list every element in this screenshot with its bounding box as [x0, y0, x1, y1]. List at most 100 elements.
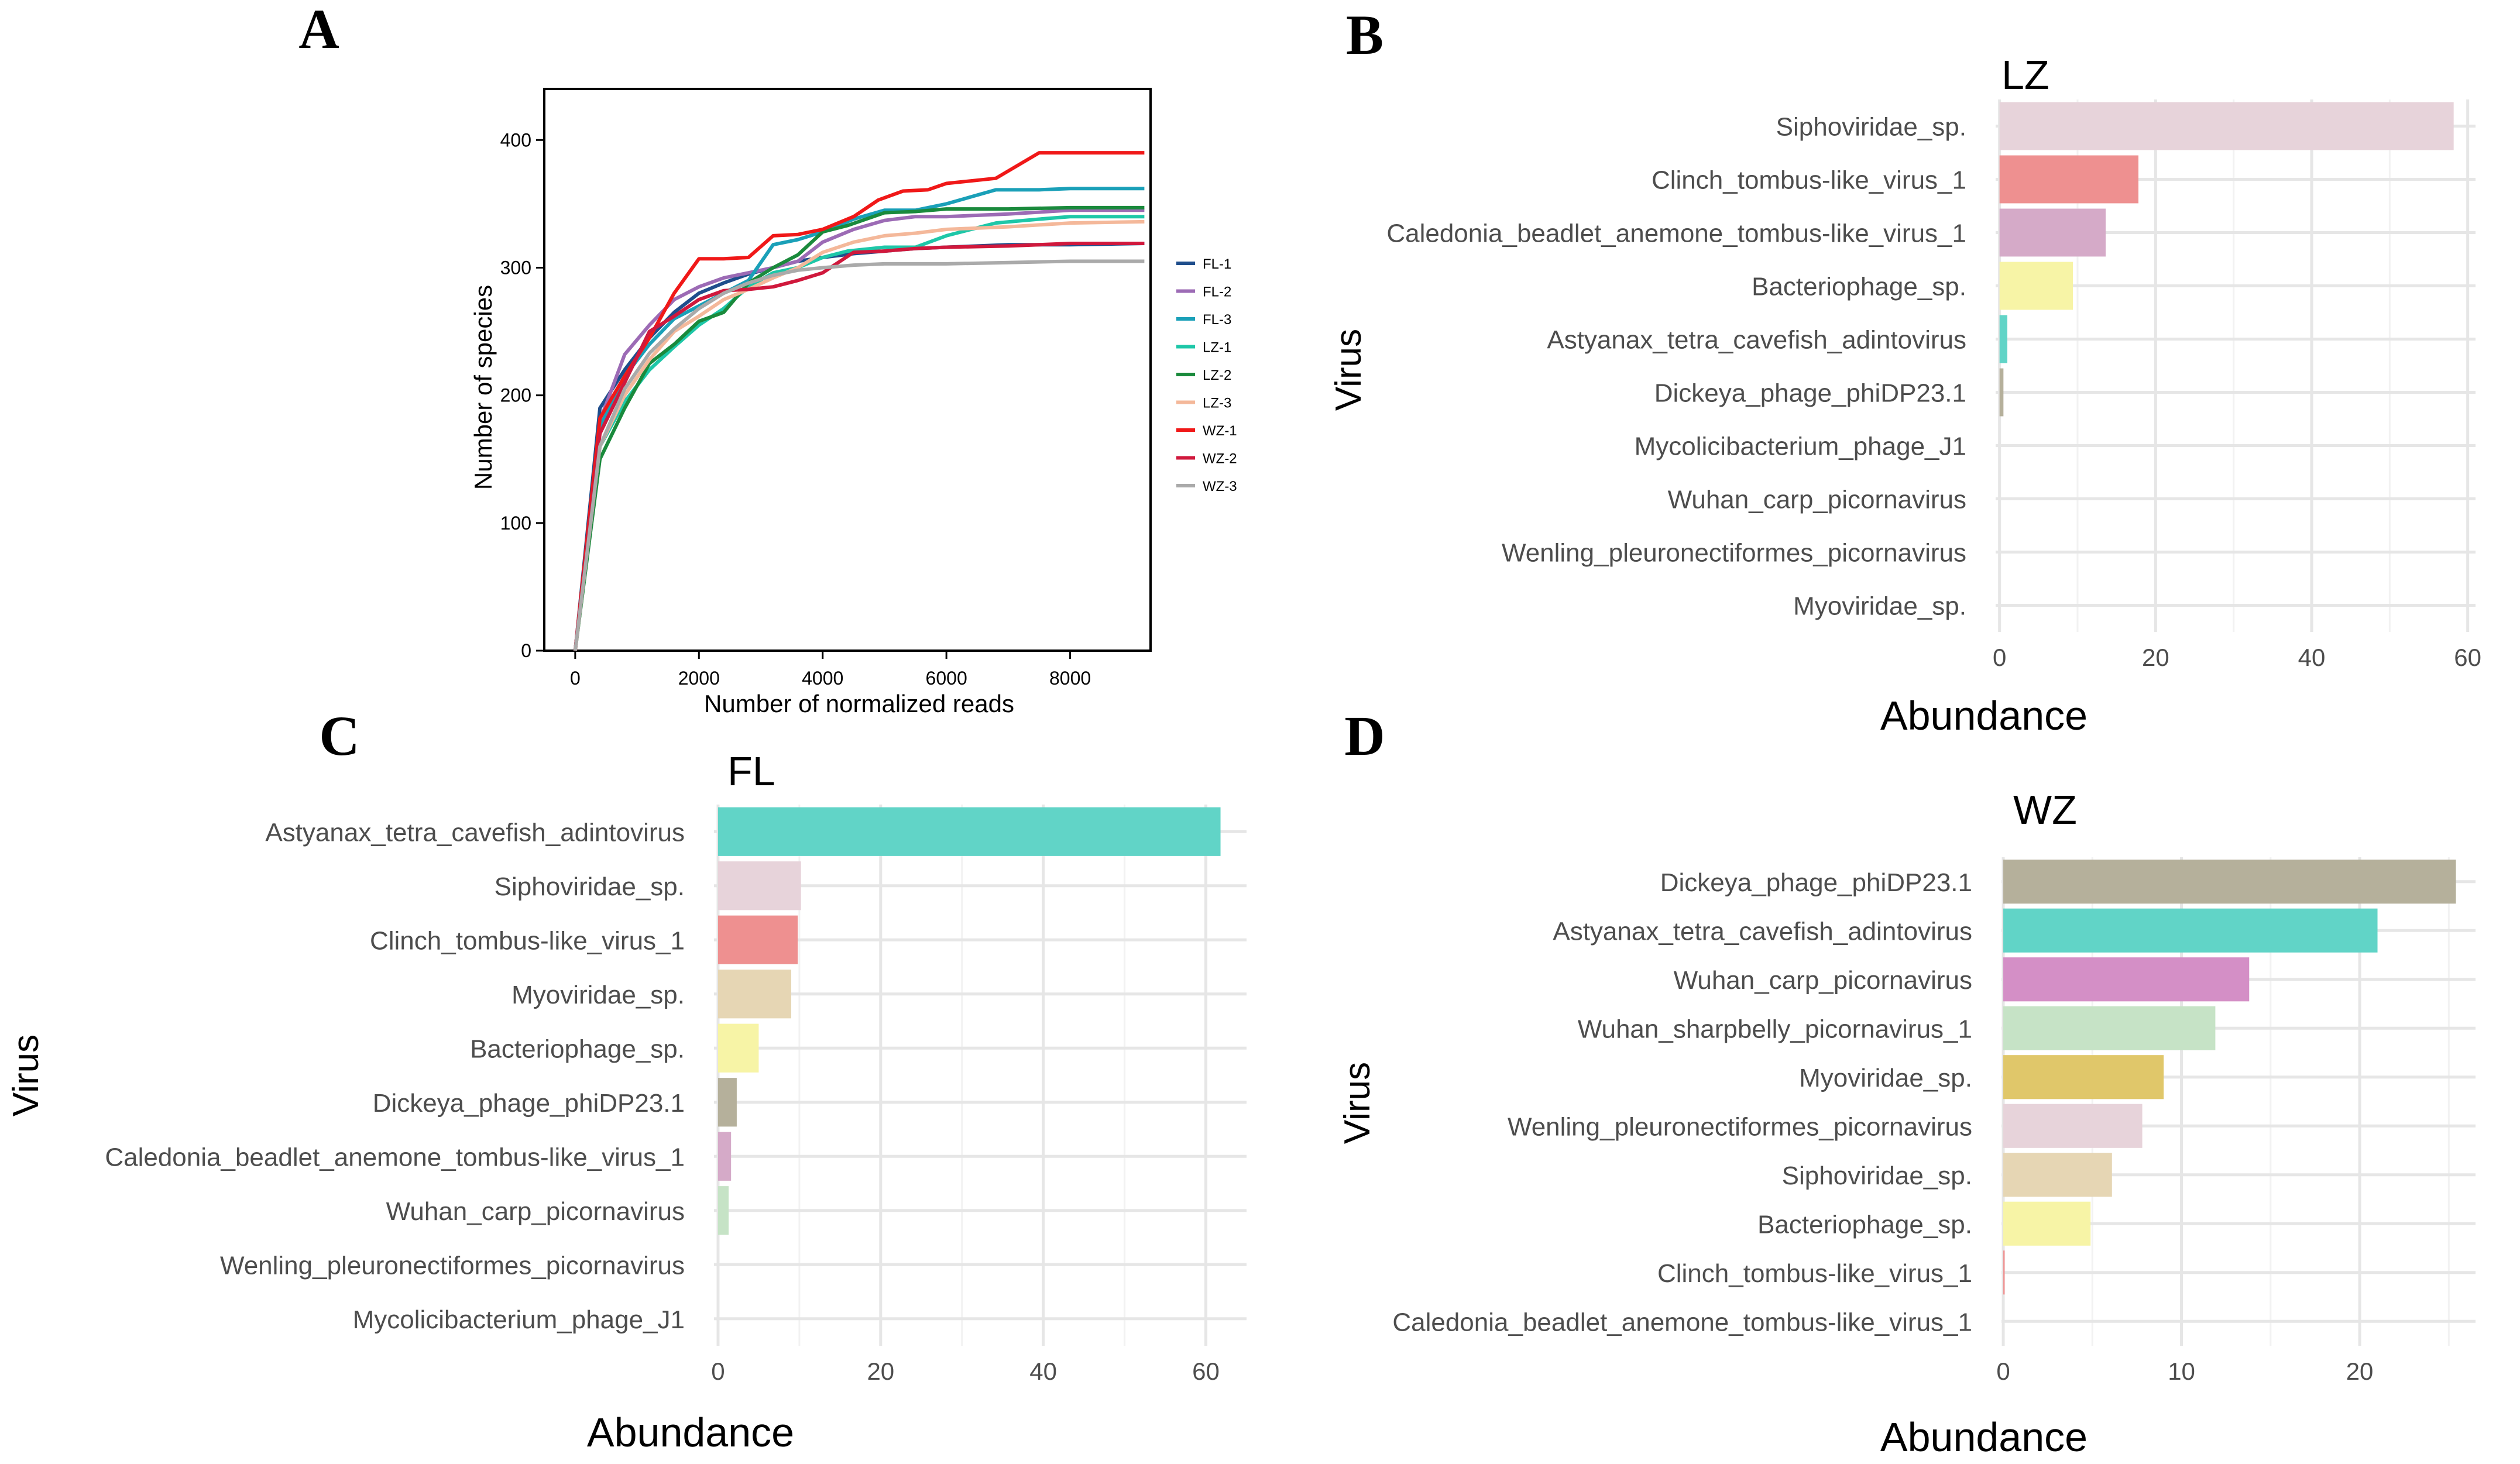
category-label-wuhan-carp-picornavirus: Wuhan_carp_picornavirus: [1668, 486, 1966, 514]
panel-label-b: B: [1346, 4, 1383, 66]
x-axis-title: Abundance: [1880, 693, 2088, 738]
y-tick-label: 0: [521, 640, 531, 661]
panel-b-lz-bar-chart: 0 20 40 60 Siphoviridae_sp. Clinch_tombus-lik…: [1328, 52, 2481, 738]
legend-label-fl-1: FL-1: [1203, 256, 1231, 272]
x-tick-label: 20: [2346, 1358, 2374, 1385]
x-tick-label: 2000: [678, 668, 720, 689]
bar-clinch-tombus-like-virus-1: [1999, 155, 2138, 204]
y-tick-label: 400: [500, 129, 531, 150]
bar-dickeya-phage-phidp23-1: [1999, 368, 2004, 417]
panel-label-c: C: [319, 704, 359, 767]
x-tick-label: 40: [1029, 1358, 1057, 1385]
bar-siphoviridae-sp: [1999, 102, 2454, 150]
panel-c-fl-bar-chart: 0 20 40 60 Astyanax_tetra_cavefish_adintovir…: [6, 748, 1247, 1455]
category-label-siphoviridae-sp: Siphoviridae_sp.: [495, 872, 685, 901]
y-tick-label: 100: [500, 513, 531, 534]
legend-label-lz-1: LZ-1: [1203, 340, 1231, 356]
y-axis-title: Number of species: [469, 285, 497, 490]
y-axis-title: Virus: [6, 1035, 46, 1116]
x-tick-label: 4000: [802, 668, 843, 689]
legend-label-lz-3: LZ-3: [1203, 396, 1231, 411]
x-tick-label: 0: [1996, 1358, 2010, 1385]
chart-title: LZ: [2001, 52, 2049, 98]
bar-bacteriophage-sp: [1999, 262, 2073, 310]
category-label-wenling-pleuronectiformes-picornavirus: Wenling_pleuronectiformes_picornavirus: [220, 1251, 685, 1280]
panel-label-d: D: [1344, 704, 1385, 767]
y-tick-label: 200: [500, 385, 531, 406]
bar-wuhan-sharpbelly-picornavirus-1: [2003, 1006, 2216, 1050]
series-line-fl-3: [573, 187, 1145, 651]
x-tick-label: 60: [1192, 1358, 1220, 1385]
category-label-bacteriophage-sp: Bacteriophage_sp.: [1752, 273, 1966, 301]
category-label-wenling-pleuronectiformes-picornavirus: Wenling_pleuronectiformes_picornavirus: [1502, 539, 1966, 568]
bar-myoviridae-sp: [2003, 1055, 2164, 1099]
y-axis-title: Virus: [1328, 329, 1369, 411]
bar-wuhan-carp-picornavirus: [717, 1186, 729, 1235]
panel-a-rarefaction-chart: 0 2000 4000 6000 8000 0 100 200 300 400 Number of …: [469, 88, 1237, 717]
legend-label-wz-1: WZ-1: [1203, 423, 1237, 439]
series-line-wz-2: [573, 242, 1145, 651]
bar-dickeya-phage-phidp23-1: [717, 1078, 737, 1127]
bar-caledonia-beadlet-anemone-tombus-like-virus-1: [717, 1132, 732, 1181]
category-label-dickeya-phage-phidp23-1: Dickeya_phage_phiDP23.1: [1654, 379, 1966, 408]
x-axis-title: Abundance: [1880, 1414, 2088, 1460]
category-label-siphoviridae-sp: Siphoviridae_sp.: [1782, 1161, 1972, 1190]
bar-astyanax-tetra-cavefish-adintovirus: [1999, 315, 2007, 363]
category-label-mycolicibacterium-phage-j1: Mycolicibacterium_phage_J1: [1635, 432, 1966, 461]
x-tick-label: 0: [711, 1358, 725, 1385]
category-label-caledonia-beadlet-anemone-tombus-like-virus-1: Caledonia_beadlet_anemone_tombus-like_vi…: [105, 1143, 685, 1171]
category-label-wuhan-carp-picornavirus: Wuhan_carp_picornavirus: [386, 1197, 685, 1226]
bar-bacteriophage-sp: [2003, 1201, 2091, 1246]
bar-dickeya-phage-phidp23-1: [2003, 860, 2456, 904]
x-tick-label: 40: [2298, 644, 2326, 671]
plot-background: [714, 805, 1247, 1346]
bar-astyanax-tetra-cavefish-adintovirus: [2003, 908, 2378, 953]
category-label-astyanax-tetra-cavefish-adintovirus: Astyanax_tetra_cavefish_adintovirus: [265, 818, 685, 847]
legend-label-wz-3: WZ-3: [1203, 479, 1237, 494]
category-label-clinch-tombus-like-virus-1: Clinch_tombus-like_virus_1: [1652, 166, 1966, 195]
category-label-wuhan-carp-picornavirus: Wuhan_carp_picornavirus: [1674, 966, 1972, 995]
legend-label-fl-3: FL-3: [1203, 312, 1231, 328]
y-tick-label: 300: [500, 257, 531, 278]
x-tick-label: 0: [570, 668, 581, 689]
bar-bacteriophage-sp: [717, 1023, 759, 1073]
bar-wenling-pleuronectiformes-picornavirus: [2003, 1104, 2143, 1148]
panel-d-wz-bar-chart: 0 10 20 Dickeya_phage_phiDP23.1 Astyanax_tet…: [1337, 787, 2476, 1460]
series-line-fl-2: [573, 208, 1145, 651]
plot-frame: [543, 88, 1152, 652]
category-label-dickeya-phage-phidp23-1: Dickeya_phage_phiDP23.1: [373, 1089, 685, 1118]
x-tick-label: 20: [2142, 644, 2169, 671]
category-label-dickeya-phage-phidp23-1: Dickeya_phage_phiDP23.1: [1660, 868, 1972, 897]
category-label-clinch-tombus-like-virus-1: Clinch_tombus-like_virus_1: [370, 926, 685, 955]
category-label-caledonia-beadlet-anemone-tombus-like-virus-1: Caledonia_beadlet_anemone_tombus-like_vi…: [1386, 219, 1966, 248]
x-tick-label: 10: [2168, 1358, 2195, 1385]
bar-wuhan-carp-picornavirus: [2003, 957, 2250, 1002]
bar-siphoviridae-sp: [717, 861, 801, 910]
chart-title: WZ: [2013, 787, 2077, 833]
x-tick-label: 20: [867, 1358, 894, 1385]
x-tick-label: 0: [1993, 644, 2006, 671]
category-label-mycolicibacterium-phage-j1: Mycolicibacterium_phage_J1: [353, 1305, 685, 1334]
legend-label-wz-2: WZ-2: [1203, 451, 1237, 467]
category-label-myoviridae-sp: Myoviridae_sp.: [1793, 592, 1966, 621]
bar-siphoviridae-sp: [2003, 1153, 2112, 1197]
panel-label-a: A: [298, 0, 339, 60]
category-label-caledonia-beadlet-anemone-tombus-like-virus-1: Caledonia_beadlet_anemone_tombus-like_vi…: [1392, 1308, 1972, 1336]
category-label-bacteriophage-sp: Bacteriophage_sp.: [470, 1035, 685, 1063]
x-tick-label: 8000: [1049, 668, 1091, 689]
category-label-astyanax-tetra-cavefish-adintovirus: Astyanax_tetra_cavefish_adintovirus: [1547, 326, 1966, 355]
y-axis-title: Virus: [1337, 1062, 1378, 1144]
x-tick-label: 60: [2454, 644, 2481, 671]
category-label-siphoviridae-sp: Siphoviridae_sp.: [1776, 113, 1966, 142]
bar-myoviridae-sp: [717, 970, 791, 1019]
bar-astyanax-tetra-cavefish-adintovirus: [717, 807, 1221, 856]
series-line-lz-2: [573, 205, 1145, 651]
legend-label-lz-2: LZ-2: [1203, 367, 1231, 383]
category-label-myoviridae-sp: Myoviridae_sp.: [1799, 1064, 1972, 1092]
bar-clinch-tombus-like-virus-1: [2003, 1250, 2005, 1295]
bar-clinch-tombus-like-virus-1: [717, 915, 798, 964]
legend-label-fl-2: FL-2: [1203, 284, 1231, 300]
category-label-wenling-pleuronectiformes-picornavirus: Wenling_pleuronectiformes_picornavirus: [1508, 1112, 1972, 1141]
bar-caledonia-beadlet-anemone-tombus-like-virus-1: [1999, 208, 2106, 257]
